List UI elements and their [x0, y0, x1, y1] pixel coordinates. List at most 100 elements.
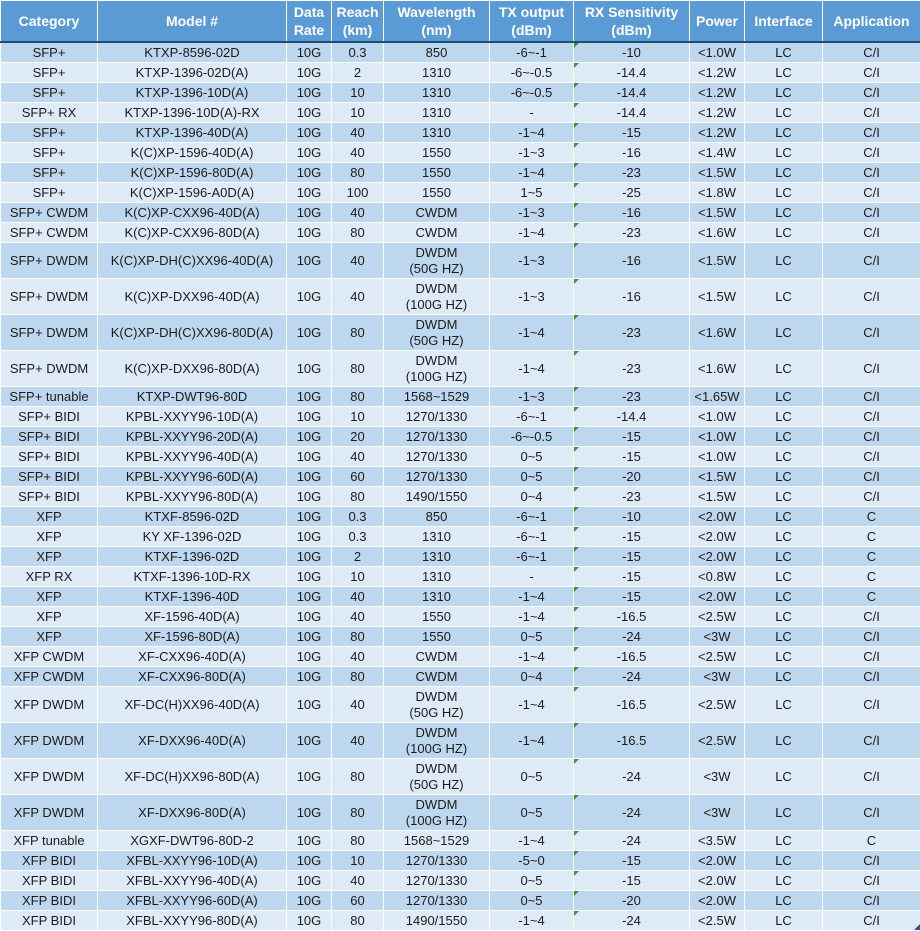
error-indicator-triangle-icon — [574, 427, 579, 432]
cell-data-rate: 10G — [287, 851, 332, 871]
cell-model: KTXP-8596-02D — [98, 42, 287, 63]
cell-reach: 10 — [332, 83, 384, 103]
cell-reach: 40 — [332, 447, 384, 467]
cell-model: K(C)XP-1596-80D(A) — [98, 163, 287, 183]
cell-wavelength: 1550 — [384, 607, 490, 627]
cell-application: C/I — [823, 407, 920, 427]
cell-application: C — [823, 567, 920, 587]
cell-reach: 10 — [332, 407, 384, 427]
cell-tx-output: -1~4 — [490, 163, 574, 183]
cell-rx-sensitivity: -23 — [574, 315, 690, 351]
cell-data-rate: 10G — [287, 83, 332, 103]
cell-model: XFBL-XXYY96-40D(A) — [98, 871, 287, 891]
cell-rx-sensitivity: -24 — [574, 759, 690, 795]
cell-category: XFP — [1, 627, 98, 647]
cell-application: C/I — [823, 627, 920, 647]
error-indicator-triangle-icon — [574, 83, 579, 88]
cell-interface: LC — [745, 527, 823, 547]
cell-reach: 40 — [332, 279, 384, 315]
cell-category: XFP DWDM — [1, 795, 98, 831]
cell-rx-sensitivity: -24 — [574, 911, 690, 931]
cell-application: C/I — [823, 427, 920, 447]
cell-model: KPBL-XXYY96-10D(A) — [98, 407, 287, 427]
cell-application: C/I — [823, 607, 920, 627]
cell-tx-output: -1~4 — [490, 587, 574, 607]
cell-data-rate: 10G — [287, 759, 332, 795]
cell-tx-output: -1~4 — [490, 223, 574, 243]
column-header-category: Category — [1, 1, 98, 43]
cell-data-rate: 10G — [287, 183, 332, 203]
cell-category: XFP — [1, 507, 98, 527]
cell-rx-sensitivity: -14.4 — [574, 407, 690, 427]
cell-application: C/I — [823, 223, 920, 243]
cell-data-rate: 10G — [287, 687, 332, 723]
cell-wavelength: 1568~1529 — [384, 831, 490, 851]
cell-data-rate: 10G — [287, 871, 332, 891]
cell-wavelength: 1310 — [384, 527, 490, 547]
cell-wavelength: 1310 — [384, 547, 490, 567]
error-indicator-triangle-icon — [574, 387, 579, 392]
cell-power: <3.5W — [690, 831, 745, 851]
error-indicator-triangle-icon — [574, 607, 579, 612]
cell-tx-output: -6~-1 — [490, 42, 574, 63]
cell-power: <1.6W — [690, 351, 745, 387]
cell-power: <1.65W — [690, 387, 745, 407]
cell-data-rate: 10G — [287, 911, 332, 931]
error-indicator-triangle-icon — [574, 507, 579, 512]
cell-data-rate: 10G — [287, 667, 332, 687]
cell-reach: 60 — [332, 467, 384, 487]
cell-application: C/I — [823, 795, 920, 831]
cell-rx-sensitivity: -23 — [574, 487, 690, 507]
cell-rx-sensitivity: -24 — [574, 667, 690, 687]
cell-tx-output: 0~5 — [490, 795, 574, 831]
cell-wavelength: 1310 — [384, 63, 490, 83]
cell-wavelength: 1270/1330 — [384, 467, 490, 487]
cell-category: XFP DWDM — [1, 759, 98, 795]
cell-data-rate: 10G — [287, 42, 332, 63]
cell-interface: LC — [745, 667, 823, 687]
cell-application: C/I — [823, 83, 920, 103]
cell-application: C/I — [823, 467, 920, 487]
cell-model: KPBL-XXYY96-60D(A) — [98, 467, 287, 487]
cell-model: K(C)XP-1596-A0D(A) — [98, 183, 287, 203]
cell-application: C/I — [823, 63, 920, 83]
error-indicator-triangle-icon — [574, 487, 579, 492]
cell-model: KTXP-1396-40D(A) — [98, 123, 287, 143]
cell-data-rate: 10G — [287, 467, 332, 487]
error-indicator-triangle-icon — [574, 279, 579, 284]
cell-power: <3W — [690, 795, 745, 831]
column-header-reach: Reach (km) — [332, 1, 384, 43]
cell-power: <3W — [690, 759, 745, 795]
cell-wavelength: 1490/1550 — [384, 487, 490, 507]
cell-category: XFP — [1, 607, 98, 627]
cell-power: <1.2W — [690, 103, 745, 123]
cell-power: <2.0W — [690, 871, 745, 891]
cell-reach: 40 — [332, 123, 384, 143]
cell-tx-output: -6~-0.5 — [490, 63, 574, 83]
cell-interface: LC — [745, 723, 823, 759]
cell-category: SFP+ tunable — [1, 387, 98, 407]
error-indicator-triangle-icon — [574, 759, 579, 764]
cell-model: KTXP-1396-10D(A)-RX — [98, 103, 287, 123]
cell-category: XFP CWDM — [1, 647, 98, 667]
cell-model: K(C)XP-1596-40D(A) — [98, 143, 287, 163]
cell-rx-sensitivity: -15 — [574, 871, 690, 891]
cell-power: <1.0W — [690, 42, 745, 63]
cell-power: <1.0W — [690, 447, 745, 467]
cell-data-rate: 10G — [287, 351, 332, 387]
cell-wavelength: 1310 — [384, 103, 490, 123]
cell-interface: LC — [745, 647, 823, 667]
error-indicator-triangle-icon — [574, 795, 579, 800]
